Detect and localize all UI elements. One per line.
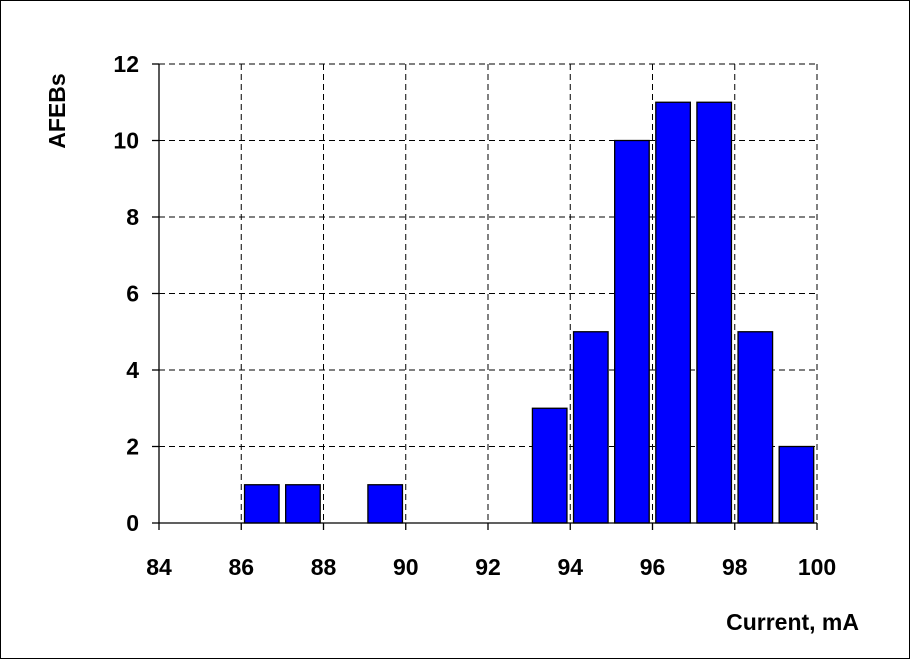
x-tick-label: 96 [640, 554, 666, 580]
x-tick-label: 84 [146, 554, 172, 580]
y-tick-label: 12 [113, 51, 139, 77]
x-tick-label: 90 [393, 554, 419, 580]
x-axis-title: Current, mA [726, 609, 859, 635]
y-tick-label: 8 [126, 204, 139, 230]
tick-labels: 0 2 4 6 8 10 12 84 86 88 90 92 94 96 98 100 [113, 51, 836, 580]
y-axis-title: AFEBs [44, 73, 70, 148]
bar [285, 484, 321, 524]
bar [614, 139, 650, 524]
bars [243, 101, 815, 524]
bar [778, 445, 815, 524]
y-tick-label: 10 [113, 128, 139, 154]
bar [243, 484, 280, 524]
grid-lines [159, 63, 818, 523]
bar [696, 101, 733, 524]
x-tick-label: 88 [311, 554, 337, 580]
y-tick-label: 4 [126, 357, 139, 383]
x-tick-label: 100 [798, 554, 836, 580]
x-tick-label: 86 [228, 554, 254, 580]
x-tick-label: 98 [722, 554, 748, 580]
bar [737, 331, 774, 524]
x-tick-label: 92 [475, 554, 501, 580]
x-tick-label: 94 [557, 554, 583, 580]
y-tick-label: 0 [126, 510, 139, 536]
bar [655, 101, 691, 524]
bar [572, 331, 609, 524]
bar [531, 407, 568, 524]
axes [152, 63, 818, 530]
y-tick-label: 2 [126, 434, 139, 460]
y-tick-label: 6 [126, 281, 139, 307]
bar [367, 484, 404, 524]
